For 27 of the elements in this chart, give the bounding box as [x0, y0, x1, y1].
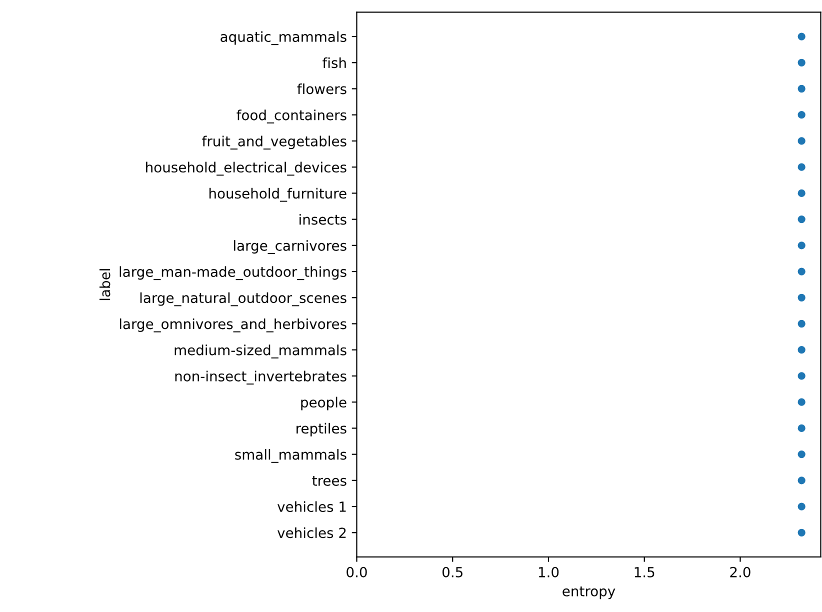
y-tick-label: non-insect_invertebrates	[175, 370, 346, 385]
x-axis-title: entropy	[562, 586, 616, 600]
y-tick-label: vehicles 2	[277, 527, 346, 538]
y-tick-label: household_electrical_devices	[146, 162, 346, 176]
x-tick-label: 2.0	[730, 566, 750, 578]
y-tick-label: medium-sized_mammals	[174, 344, 346, 358]
x-tick-label: 1.5	[634, 567, 654, 578]
y-tick-label: people	[301, 396, 346, 410]
y-tick-label: fruit_and_vegetables	[202, 136, 346, 150]
y-tick-label: large_man-made_outdoor_things	[120, 266, 346, 280]
y-tick-label: large_carnivores	[234, 240, 346, 254]
y-tick-label: large_natural_outdoor_scenes	[140, 292, 346, 306]
y-tick-label: food_containers	[236, 110, 346, 124]
y-tick-label: insects	[300, 214, 346, 225]
y-tick-label: vehicles 1	[277, 501, 346, 512]
x-tick-label: 0.5	[442, 566, 462, 578]
y-tick-label: flowers	[297, 83, 346, 94]
y-tick-label: trees	[312, 476, 346, 486]
y-tick-label: large_omnivores_and_herbivores	[120, 318, 346, 332]
x-tick-label: 1.0	[538, 566, 559, 578]
y-tick-label: small_mammals	[235, 449, 346, 463]
y-tick-label: household_furniture	[209, 188, 346, 202]
x-tick-label: 0.0	[346, 566, 367, 578]
y-tick-label: reptiles	[296, 422, 346, 436]
y-axis-title: label	[100, 269, 110, 300]
y-tick-label: aquatic_mammals	[220, 31, 346, 46]
y-tick-label: fish	[322, 57, 346, 68]
